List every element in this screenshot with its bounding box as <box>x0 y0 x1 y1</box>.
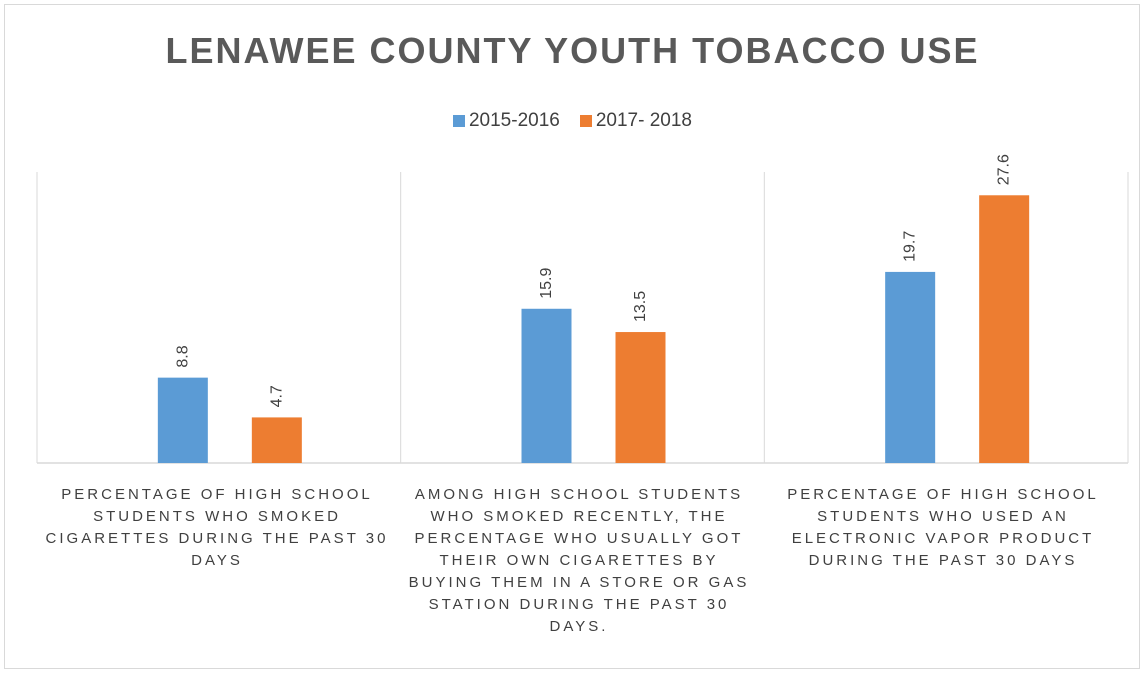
legend-item-series-2: 2017- 2018 <box>579 110 693 132</box>
chart-frame <box>4 4 1140 669</box>
bar-series-1-category-2 <box>521 308 572 463</box>
legend-swatch-series-2 <box>579 115 592 127</box>
data-label-series-1-category-1: 8.8 <box>174 345 191 367</box>
data-label-series-1-category-2: 15.9 <box>538 268 555 299</box>
legend-label-series-1: 2015-2016 <box>468 110 560 131</box>
category-label-2: AMONG HIGH SCHOOL STUDENTS WHO SMOKED RE… <box>408 486 750 635</box>
bar-series-1-category-3 <box>885 271 936 463</box>
bar-series-2-category-1 <box>251 417 302 463</box>
bar-series-1-category-1 <box>157 377 208 463</box>
legend: 2015-2016 2017- 2018 <box>0 110 1145 132</box>
category-label-3: PERCENTAGE OF HIGH SCHOOL STUDENTS WHO U… <box>787 486 1099 569</box>
category-label-1: PERCENTAGE OF HIGH SCHOOL STUDENTS WHO S… <box>45 486 389 569</box>
legend-label-series-2: 2017- 2018 <box>595 110 693 131</box>
bar-series-2-category-3 <box>979 195 1030 463</box>
legend-swatch-series-1 <box>452 115 465 127</box>
data-label-series-2-category-2: 13.5 <box>632 291 649 322</box>
data-label-series-1-category-3: 19.7 <box>902 231 919 262</box>
bar-series-2-category-2 <box>615 332 666 463</box>
legend-item-series-1: 2015-2016 <box>452 110 560 132</box>
data-label-series-2-category-1: 4.7 <box>268 385 285 407</box>
data-label-series-2-category-3: 27.6 <box>996 154 1013 185</box>
chart-title: LENAWEE COUNTY YOUTH TOBACCO USE <box>165 30 980 71</box>
